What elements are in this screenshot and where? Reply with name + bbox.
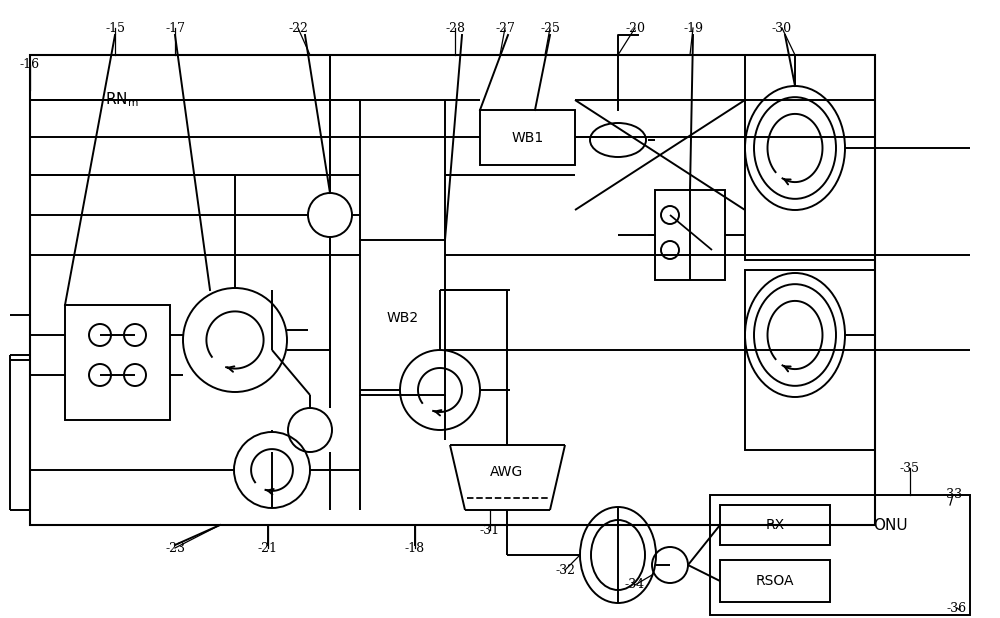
Text: -25: -25 bbox=[540, 22, 560, 35]
Text: -22: -22 bbox=[288, 22, 308, 35]
Text: -28: -28 bbox=[445, 22, 465, 35]
Text: -31: -31 bbox=[480, 523, 500, 536]
Bar bbox=[720, 560, 830, 602]
Text: -34: -34 bbox=[625, 578, 645, 591]
Text: AWG: AWG bbox=[490, 465, 524, 479]
Bar bbox=[710, 495, 970, 615]
Text: -30: -30 bbox=[772, 22, 792, 35]
Text: -17: -17 bbox=[165, 22, 185, 35]
Text: -27: -27 bbox=[495, 22, 515, 35]
Text: ONU: ONU bbox=[873, 517, 907, 533]
Text: -18: -18 bbox=[405, 541, 425, 554]
Bar bbox=[30, 55, 875, 525]
Text: $\mathrm{RN_m}$: $\mathrm{RN_m}$ bbox=[105, 91, 139, 109]
Text: -33: -33 bbox=[943, 488, 963, 501]
Bar bbox=[360, 240, 445, 395]
Bar bbox=[480, 110, 575, 165]
Text: RSOA: RSOA bbox=[756, 574, 794, 588]
Text: -15: -15 bbox=[105, 22, 125, 35]
Text: -16: -16 bbox=[20, 59, 40, 72]
Text: RX: RX bbox=[765, 518, 785, 532]
Bar bbox=[745, 270, 875, 450]
Text: -19: -19 bbox=[683, 22, 703, 35]
Text: -35: -35 bbox=[900, 462, 920, 475]
Text: -32: -32 bbox=[555, 564, 575, 577]
Bar bbox=[720, 505, 830, 545]
Text: -20: -20 bbox=[625, 22, 645, 35]
Text: -21: -21 bbox=[258, 541, 278, 554]
Bar bbox=[65, 305, 170, 420]
Text: WB1: WB1 bbox=[511, 130, 544, 145]
Bar bbox=[745, 55, 875, 260]
Text: -36: -36 bbox=[947, 601, 967, 614]
Text: WB2: WB2 bbox=[386, 310, 419, 324]
Bar bbox=[655, 190, 725, 280]
Text: -23: -23 bbox=[165, 541, 185, 554]
